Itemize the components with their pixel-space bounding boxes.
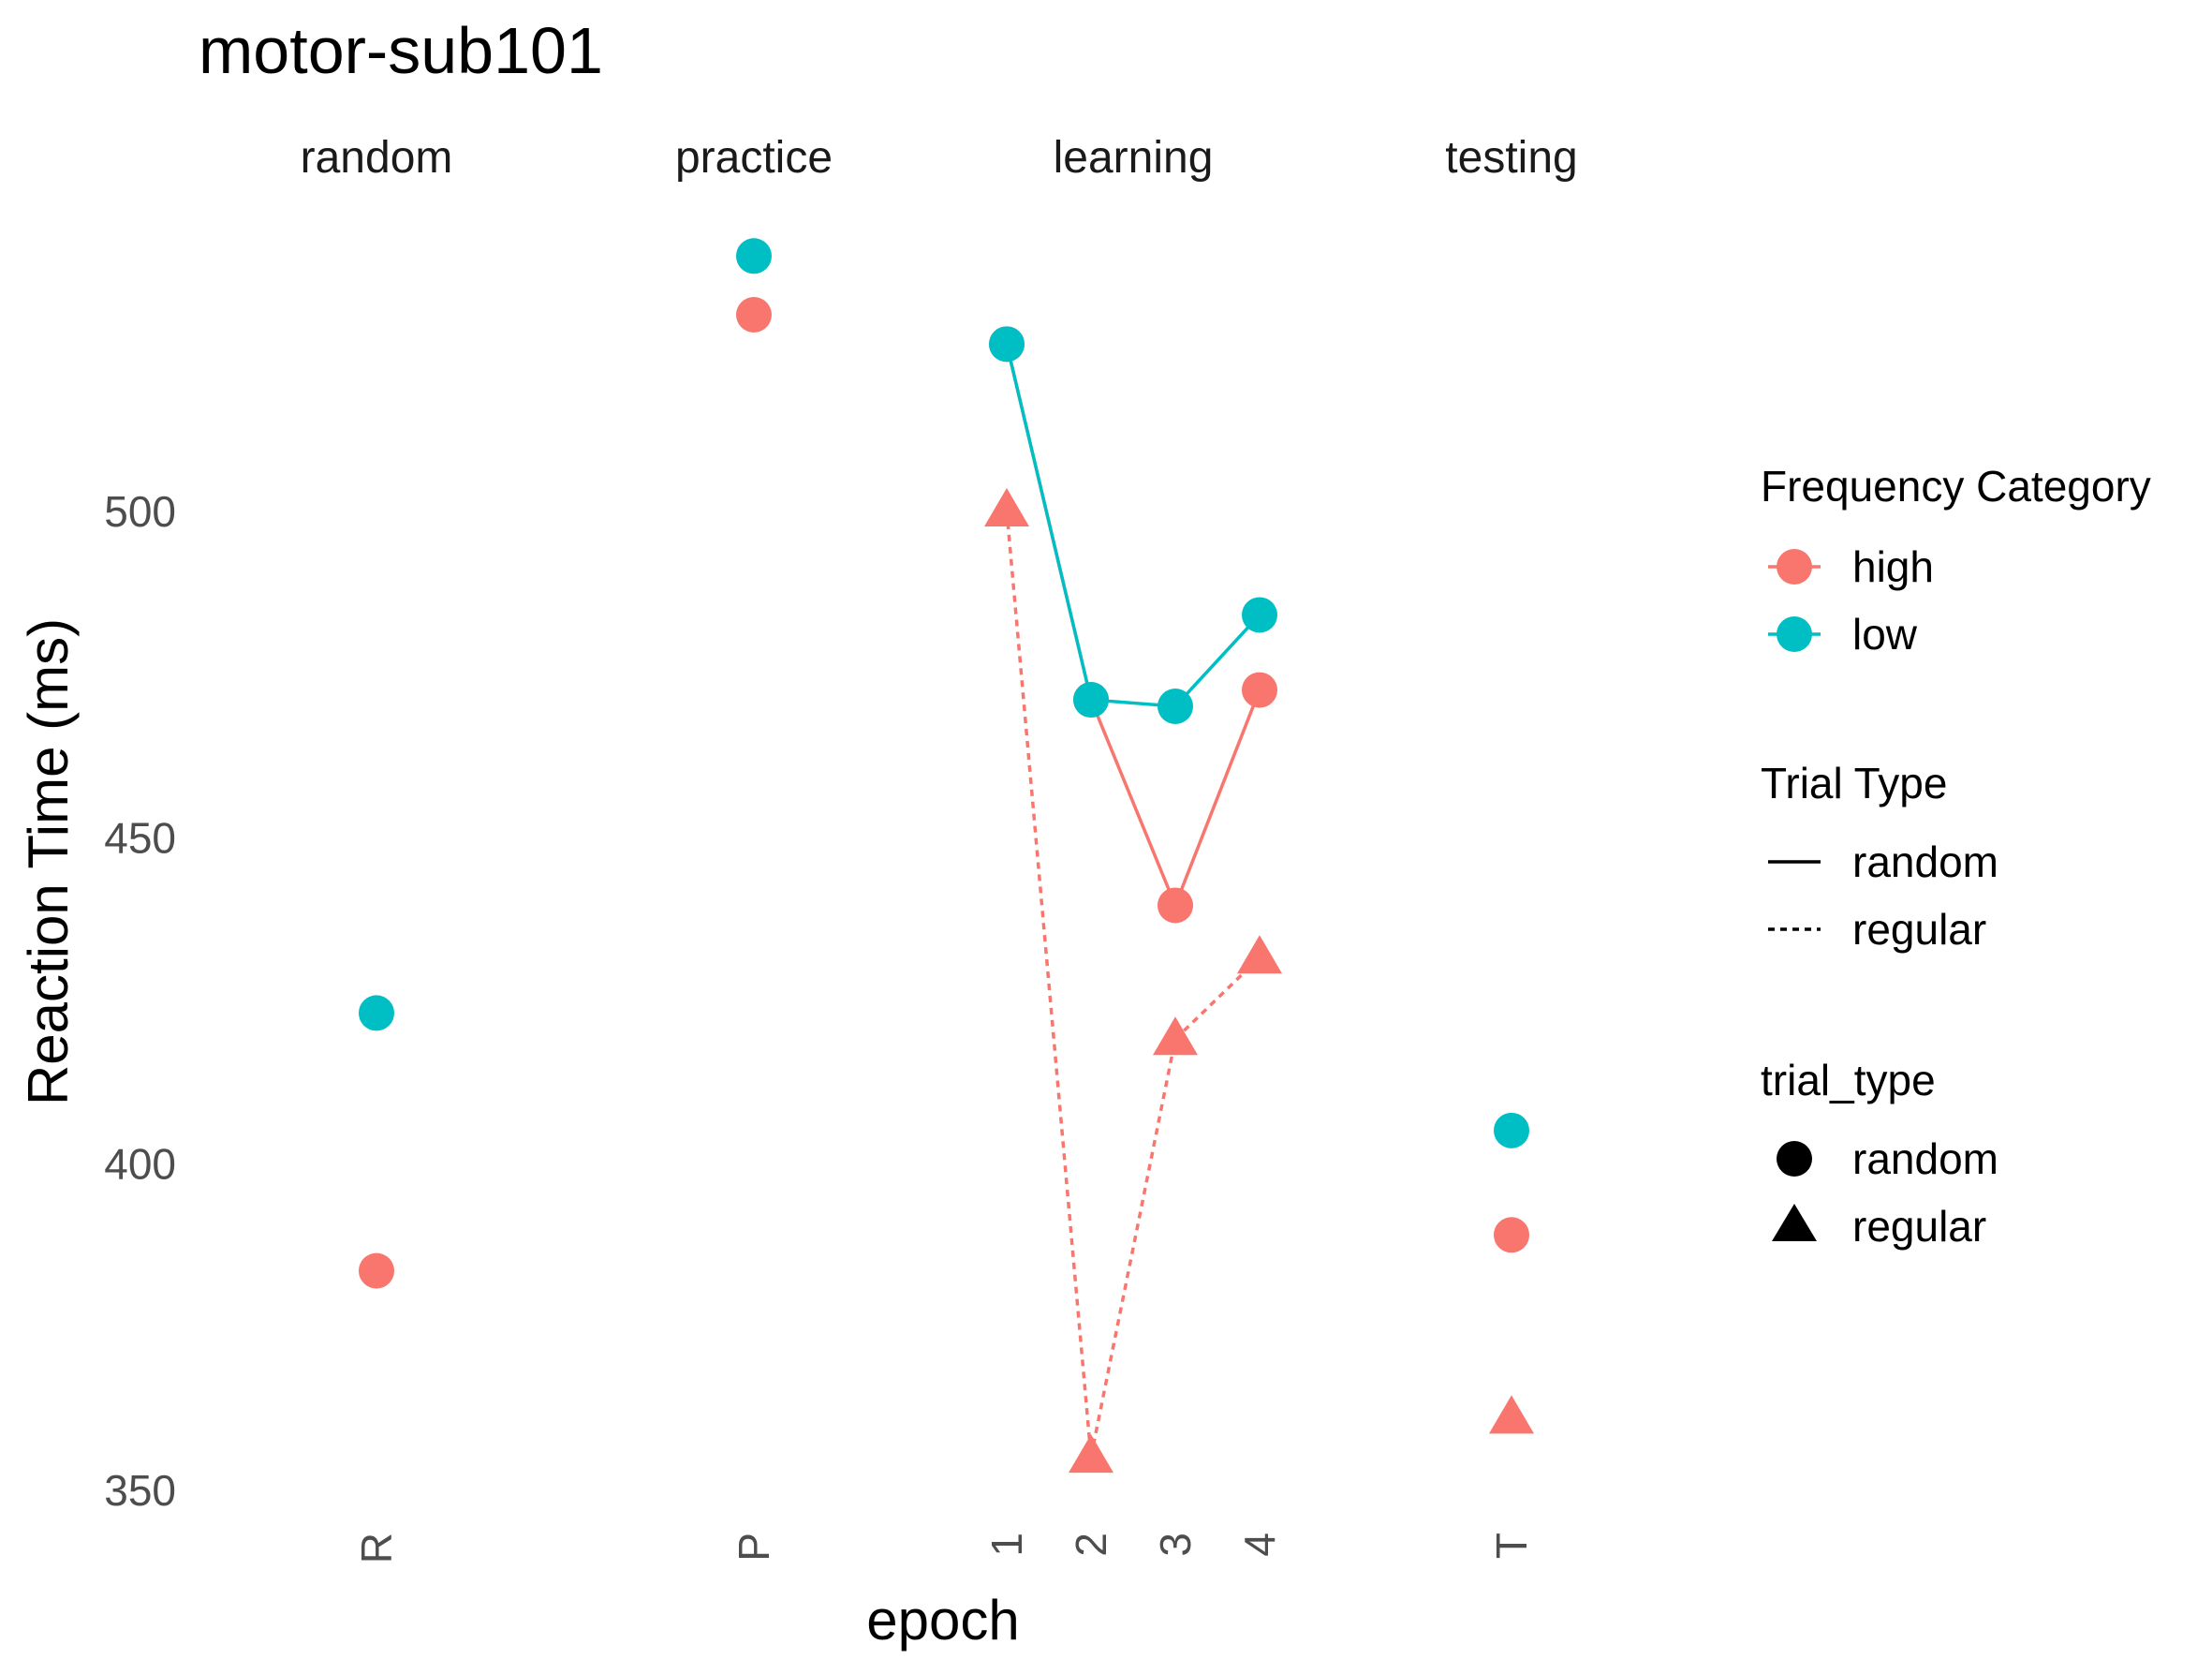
point-low-random: [1494, 1112, 1529, 1148]
point-low-random: [1158, 689, 1193, 724]
legend-label-linetype-random: random: [1852, 837, 1998, 886]
panel-label-random: random: [301, 133, 453, 183]
point-low-random: [989, 326, 1025, 363]
point-high-regular: [1069, 1434, 1113, 1474]
legend-key-low-point: [1777, 616, 1812, 652]
y-tick-label: 400: [104, 1140, 176, 1189]
point-high-regular: [1237, 935, 1282, 974]
series-lines: [1005, 343, 1261, 1458]
legend-label-linetype-regular: regular: [1852, 905, 1986, 954]
legend-label-low: low: [1852, 610, 1918, 659]
x-axis-label: epoch: [866, 1589, 1019, 1652]
point-high-random: [1494, 1217, 1529, 1253]
point-high-regular: [1489, 1395, 1534, 1434]
chart-title: motor-sub101: [199, 14, 603, 87]
x-tick-label: 4: [1235, 1533, 1284, 1557]
legend-label-shape-random: random: [1852, 1134, 1998, 1183]
legend-label-high: high: [1852, 542, 1934, 591]
x-tick-label: R: [352, 1533, 401, 1563]
point-high-random: [359, 1252, 394, 1289]
point-high-regular: [1153, 1016, 1198, 1056]
point-high-random: [1242, 672, 1277, 708]
legend-label-shape-regular: regular: [1852, 1202, 1986, 1251]
x-tick-label: P: [730, 1533, 778, 1562]
x-tick-label: 2: [1067, 1533, 1115, 1557]
legend-title-shape: trial_type: [1761, 1056, 1936, 1104]
point-high-random: [1158, 887, 1193, 924]
y-tick-label: 500: [104, 487, 176, 536]
point-low-random: [359, 995, 394, 1031]
point-low-random: [736, 238, 772, 274]
point-low-random: [1073, 682, 1109, 718]
x-axis-ticks: R P 1 2 3 4 T: [352, 1533, 1536, 1563]
legend-key-triangle-shape: [1772, 1204, 1817, 1241]
point-high-regular: [984, 488, 1029, 526]
y-tick-label: 350: [104, 1466, 176, 1515]
legend-title-frequency: Frequency Category: [1761, 462, 2151, 511]
legend-key-high-point: [1777, 549, 1812, 585]
series-line-high-random: [1005, 343, 1261, 911]
legend-title-trial-type: Trial Type: [1761, 759, 1947, 807]
panel-label-testing: testing: [1445, 133, 1577, 183]
point-low-random: [1242, 597, 1277, 633]
y-tick-label: 450: [104, 813, 176, 862]
x-tick-label: 1: [982, 1533, 1031, 1557]
series-line-high-regular: [1005, 510, 1261, 1458]
legend: Frequency Category high low Trial Type r…: [1761, 462, 2151, 1251]
y-axis-ticks: 350 400 450 500: [104, 487, 176, 1515]
panel-label-practice: practice: [675, 133, 833, 183]
series-line-low-random: [1005, 343, 1261, 708]
x-tick-label: 3: [1151, 1533, 1200, 1557]
legend-key-circle-shape: [1777, 1141, 1812, 1177]
y-axis-label: Reaction Time (ms): [17, 618, 80, 1105]
point-high-random: [736, 297, 772, 333]
panel-label-learning: learning: [1054, 133, 1214, 183]
x-tick-label: T: [1487, 1533, 1536, 1559]
data-points: [359, 238, 1534, 1474]
